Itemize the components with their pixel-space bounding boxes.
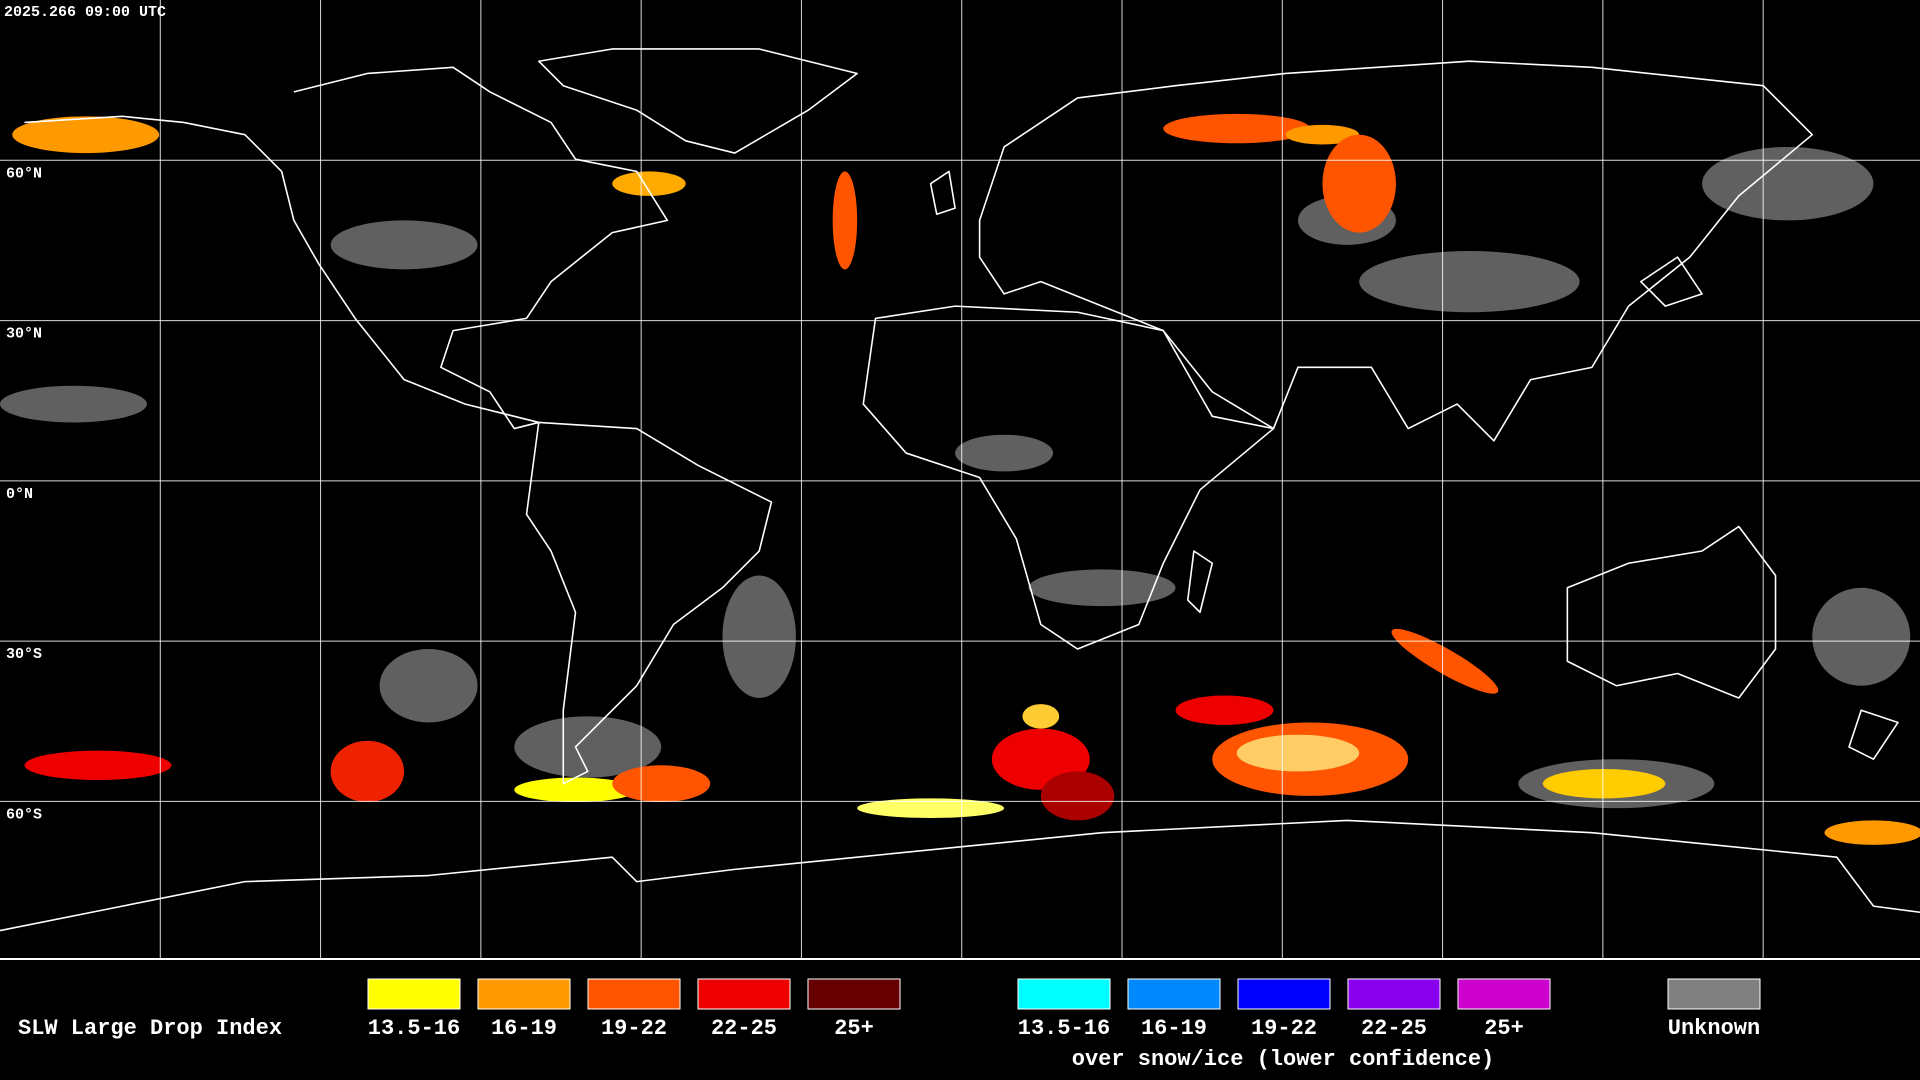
latitude-label: 30°N xyxy=(6,326,42,343)
legend-label: 25+ xyxy=(1484,1016,1524,1041)
legend-label: 22-25 xyxy=(1361,1016,1427,1041)
legend: 13.5-16 16-19 19-22 22-25 25+ 13.5-16 16-19 19-… xyxy=(367,978,1761,1041)
legend-swatch xyxy=(1347,978,1441,1010)
legend-label: 16-19 xyxy=(491,1016,557,1041)
legend-swatch xyxy=(807,978,901,1010)
legend-swatch xyxy=(1017,978,1111,1010)
map-border xyxy=(0,958,1920,960)
legend-label: 19-22 xyxy=(601,1016,667,1041)
latitude-label: 60°N xyxy=(6,165,42,182)
snow-ice-note: over snow/ice (lower confidence) xyxy=(1072,1047,1494,1072)
legend-swatch xyxy=(587,978,681,1010)
legend-swatch xyxy=(1457,978,1551,1010)
legend-label: 25+ xyxy=(834,1016,874,1041)
legend-swatch xyxy=(1667,978,1761,1010)
legend-label: 13.5-16 xyxy=(368,1016,460,1041)
legend-swatch xyxy=(477,978,571,1010)
legend-label: 19-22 xyxy=(1251,1016,1317,1041)
legend-title: SLW Large Drop Index xyxy=(18,1016,282,1041)
legend-swatch xyxy=(697,978,791,1010)
map: 60°N 30°N 0°N 30°S 60°S xyxy=(0,0,1920,958)
latitude-label: 0°N xyxy=(6,486,33,503)
latitude-label: 60°S xyxy=(6,806,42,823)
legend-label: 13.5-16 xyxy=(1018,1016,1110,1041)
graticule: 60°N 30°N 0°N 30°S 60°S xyxy=(0,0,1920,958)
legend-label: Unknown xyxy=(1668,1016,1760,1041)
cloud-field xyxy=(0,113,1920,845)
latitude-label: 30°S xyxy=(6,646,42,663)
legend-swatch xyxy=(367,978,461,1010)
legend-swatch xyxy=(1127,978,1221,1010)
legend-swatch xyxy=(1237,978,1331,1010)
legend-label: 16-19 xyxy=(1141,1016,1207,1041)
legend-label: 22-25 xyxy=(711,1016,777,1041)
timestamp: 2025.266 09:00 UTC xyxy=(4,4,166,21)
